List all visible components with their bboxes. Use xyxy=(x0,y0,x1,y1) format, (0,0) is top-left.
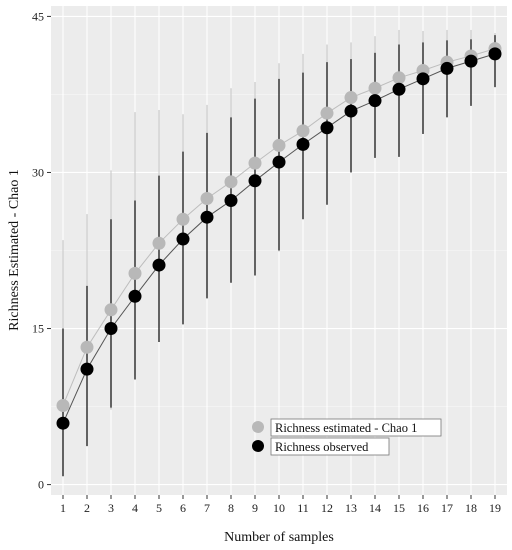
legend-box-observed xyxy=(270,437,390,456)
point-estimated xyxy=(368,81,382,95)
data-points xyxy=(56,42,502,430)
x-tick-label: 3 xyxy=(108,501,114,515)
x-tick-label: 7 xyxy=(204,501,210,515)
x-tick-label: 12 xyxy=(321,501,333,515)
x-tick-label: 16 xyxy=(417,501,429,515)
x-tick-label: 6 xyxy=(180,501,186,515)
y-tick-label: 15 xyxy=(32,322,44,336)
point-observed xyxy=(416,72,430,86)
point-observed xyxy=(344,104,358,118)
legend-marker-observed xyxy=(252,440,264,452)
point-observed xyxy=(272,155,286,169)
y-tick-label: 45 xyxy=(32,9,44,23)
point-observed xyxy=(368,94,382,108)
y-axis: 0 15 30 45 xyxy=(32,9,51,492)
point-observed xyxy=(296,137,310,151)
x-tick-label: 15 xyxy=(393,501,405,515)
point-estimated xyxy=(320,106,334,120)
x-tick-label: 1 xyxy=(60,501,66,515)
point-observed xyxy=(128,289,142,303)
legend-box-estimated xyxy=(270,418,442,437)
x-tick-label: 2 xyxy=(84,501,90,515)
x-tick-label: 14 xyxy=(369,501,381,515)
point-observed xyxy=(440,61,454,75)
point-estimated xyxy=(248,156,262,170)
x-tick-label: 19 xyxy=(489,501,501,515)
x-tick-label: 13 xyxy=(345,501,357,515)
legend-marker-estimated xyxy=(252,421,264,433)
x-tick-label: 11 xyxy=(297,501,309,515)
point-observed xyxy=(176,232,190,246)
point-estimated xyxy=(104,303,118,317)
point-estimated xyxy=(80,340,94,354)
point-estimated xyxy=(296,124,310,138)
y-axis-title: Richness Estimated - Chao 1 xyxy=(7,169,22,331)
legend-label-observed: Richness observed xyxy=(275,440,369,454)
x-tick-label: 5 xyxy=(156,501,162,515)
point-observed xyxy=(152,258,166,272)
x-tick-label: 17 xyxy=(441,501,453,515)
point-observed xyxy=(488,47,502,61)
x-tick-label: 18 xyxy=(465,501,477,515)
point-observed xyxy=(320,121,334,135)
x-tick-label: 8 xyxy=(228,501,234,515)
point-observed xyxy=(392,82,406,96)
point-estimated xyxy=(128,266,142,280)
x-tick-label: 9 xyxy=(252,501,258,515)
point-estimated xyxy=(224,175,238,189)
point-estimated xyxy=(176,212,190,226)
x-tick-label: 10 xyxy=(273,501,285,515)
point-observed xyxy=(80,362,94,376)
point-estimated xyxy=(392,71,406,85)
legend: Richness estimated - Chao 1 Richness obs… xyxy=(252,418,442,456)
x-axis: 1 2 3 4 5 6 7 8 9 10 11 12 13 14 15 16 17 18 19 xyxy=(60,495,501,515)
legend-label-estimated: Richness estimated - Chao 1 xyxy=(275,421,417,435)
point-estimated xyxy=(200,191,214,205)
point-estimated xyxy=(272,138,286,152)
point-observed xyxy=(248,174,262,188)
y-tick-label: 30 xyxy=(32,165,44,179)
y-tick-label: 0 xyxy=(38,478,44,492)
point-estimated xyxy=(344,91,358,105)
point-observed xyxy=(224,194,238,208)
point-estimated xyxy=(152,236,166,250)
x-axis-title: Number of samples xyxy=(224,530,334,545)
point-estimated xyxy=(56,399,70,413)
point-observed xyxy=(464,54,478,68)
point-observed xyxy=(56,416,70,430)
point-observed xyxy=(104,322,118,336)
x-tick-label: 4 xyxy=(132,501,138,515)
point-observed xyxy=(200,210,214,224)
